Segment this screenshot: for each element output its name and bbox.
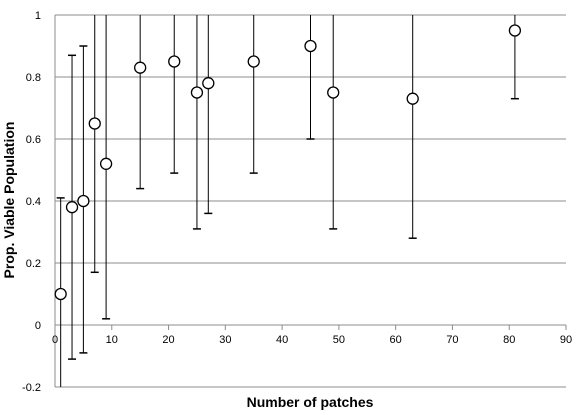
y-axis-title: Prop. Viable Population [1,122,17,279]
axes [54,15,567,387]
data-point [327,86,340,99]
x-tick-label: 90 [560,334,572,346]
y-tick-label: 1 [35,10,41,22]
y-tick-label: 0.4 [26,196,41,208]
x-axis-title: Number of patches [247,394,374,410]
y-tick-label: 0.6 [26,134,41,146]
data-point [190,86,204,99]
data-point [88,117,101,130]
tick-labels: -0.200.20.40.60.810 10 20 30 40 50 60 70 80 90 [22,10,572,394]
x-tick-label: 50 [333,334,345,346]
x-tick-label: 10 [106,334,118,346]
x-tick-label: 30 [219,334,231,346]
x-tick-label: 60 [390,334,402,346]
data-point [99,157,113,170]
x-tick-label: 40 [276,334,288,346]
data-point [202,77,215,90]
data-point [65,201,79,214]
data-point [508,24,522,37]
y-tick-label: 0.2 [26,258,41,270]
data-point [304,39,317,53]
error-bars [56,15,519,387]
x-tick-label: 0 [52,334,58,346]
data-point [406,92,419,105]
data-point [168,55,181,68]
y-tick-label: 0 [35,320,41,332]
data-point [247,55,260,68]
y-tick-label: 0.8 [26,72,41,84]
data-points [54,24,522,301]
data-point [54,287,67,301]
data-point [77,194,90,208]
data-point [134,61,147,74]
x-tick-label: 70 [446,334,458,346]
y-tick-label: -0.2 [22,382,41,394]
x-tick-label: 20 [162,334,174,346]
x-tick-label: 80 [503,334,515,346]
